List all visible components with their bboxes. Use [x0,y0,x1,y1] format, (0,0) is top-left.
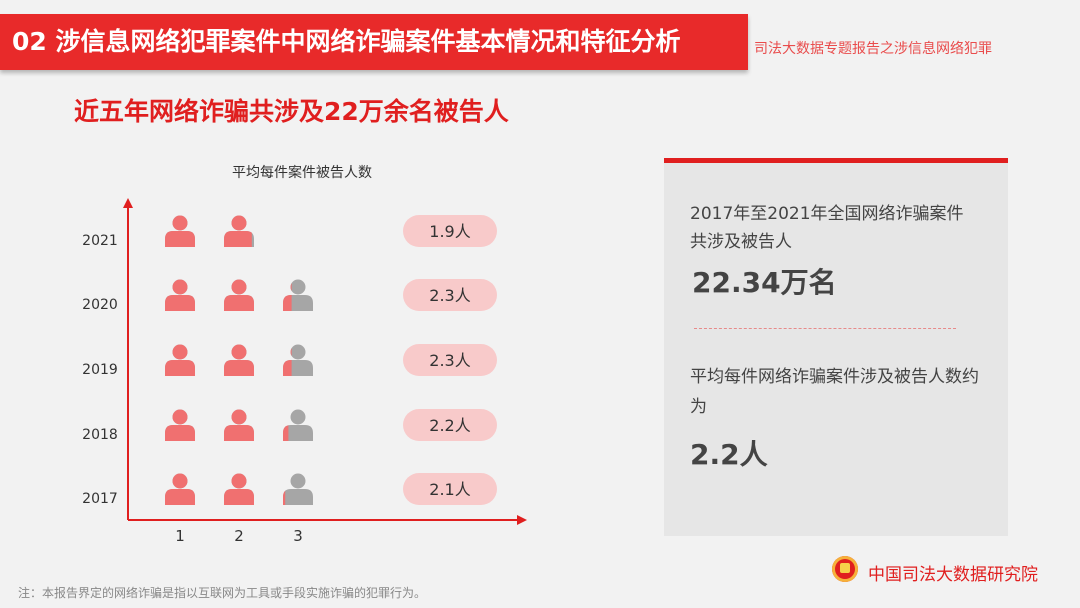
x-axis-arrow [517,515,527,525]
header-bar: 02 涉信息网络犯罪案件中网络诈骗案件基本情况和特征分析 [0,14,748,70]
data-label: 2.3人 [429,286,470,305]
panel-text-total: 2017年至2021年全国网络诈骗案件共涉及被告人 [690,204,964,252]
court-emblem-icon [832,556,858,582]
panel-divider [694,328,956,329]
y-tick-label: 2021 [82,233,118,249]
person-icon [224,409,254,441]
person-icon [224,279,254,311]
header-subtitle: 司法大数据专题报告之涉信息网络犯罪 [754,41,992,57]
value-pill [403,279,497,311]
person-icon [283,409,313,441]
y-tick-label: 2019 [82,362,118,378]
x-tick-label: 2 [234,527,244,545]
summary-panel: 2017年至2021年全国网络诈骗案件共涉及被告人 22.34万名 平均每件网络… [664,158,1008,536]
y-axis-arrow [123,198,133,208]
person-icon [165,473,195,505]
panel-accent-bar [664,158,1008,163]
data-label: 1.9人 [429,222,470,241]
panel-text-average: 平均每件网络诈骗案件涉及被告人数约为 [690,367,979,417]
data-label: 2.3人 [429,351,470,370]
person-icon [283,473,313,505]
data-label: 2.2人 [429,416,470,435]
y-tick-label: 2020 [82,297,118,313]
person-icon [165,215,195,247]
person-icon [283,344,313,376]
person-icon [224,344,254,376]
y-tick-label: 2017 [82,491,118,507]
person-icon [224,215,254,247]
org-name: 中国司法大数据研究院 [868,565,1038,585]
value-pill [403,473,497,505]
header-title: 02 涉信息网络犯罪案件中网络诈骗案件基本情况和特征分析 [12,27,681,56]
person-icon [165,279,195,311]
panel-value-average: 2.2人 [690,438,768,471]
value-pill [403,409,497,441]
value-pill [403,344,497,376]
person-icon [283,279,313,311]
person-icon [165,409,195,441]
data-label: 2.1人 [429,480,470,499]
panel-value-total: 22.34万名 [692,266,837,299]
y-tick-label: 2018 [82,427,118,443]
x-tick-label: 1 [175,527,185,545]
x-tick-label: 3 [293,527,303,545]
footer-note: 注：本报告界定的网络诈骗是指以互联网为工具或手段实施诈骗的犯罪行为。 [18,586,427,600]
person-icon [224,473,254,505]
value-pill [403,215,497,247]
headline: 近五年网络诈骗共涉及22万余名被告人 [74,97,509,126]
chart-title: 平均每件案件被告人数 [232,165,372,181]
person-icon [165,344,195,376]
